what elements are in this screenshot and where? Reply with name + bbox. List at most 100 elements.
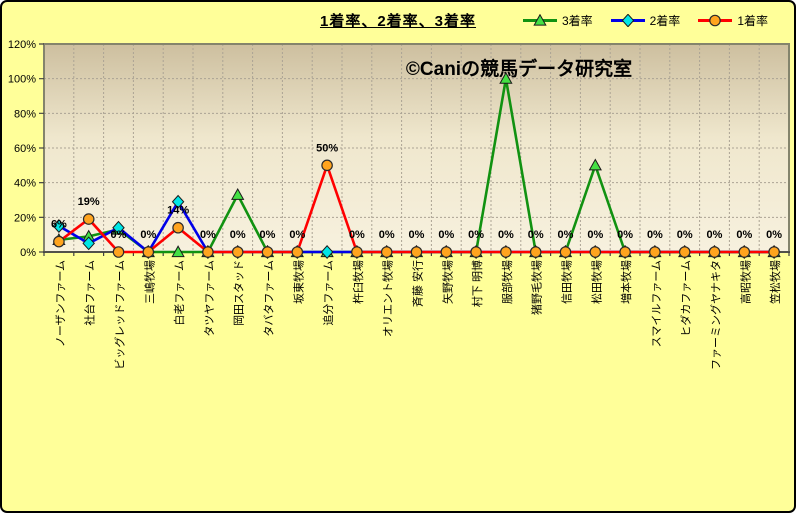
y-axis-tick-label: 80% (14, 108, 36, 120)
chart-title: 1着率、2着率、3着率 (319, 13, 477, 30)
legend-label-rate3: 3着率 (561, 14, 593, 28)
x-category-label: 笠松牧場 (768, 260, 782, 304)
marker-diamond-icon (112, 220, 125, 235)
marker-circle-icon (589, 246, 602, 258)
x-category-label: 松田牧場 (589, 260, 603, 304)
marker-diamond-icon (320, 245, 334, 259)
data-label: 0% (409, 229, 425, 241)
data-label: 0% (647, 229, 663, 241)
x-category-label: ファーミングヤナキタ (709, 260, 723, 370)
marker-circle-icon (619, 246, 631, 258)
data-label: 0% (677, 229, 693, 241)
marker-triangle-icon (588, 158, 602, 171)
data-label: 50% (316, 142, 338, 154)
legend-marker-triangle-icon (533, 13, 547, 26)
x-category-label: 高昭牧場 (738, 260, 752, 304)
legend-label-rate1: 1着率 (737, 14, 768, 28)
marker-circle-icon (559, 246, 572, 258)
x-category-label: タツヤファーム (203, 260, 216, 337)
data-label: 0% (140, 229, 156, 241)
data-label: 0% (260, 229, 276, 241)
x-category-label: 杵臼牧場 (351, 260, 365, 304)
x-category-label: 斉藤 安行 (411, 260, 425, 307)
x-category-label: オリエント牧場 (381, 260, 395, 337)
data-label: 0% (528, 229, 544, 241)
marker-circle-icon (380, 246, 393, 258)
legend-item-rate2: 2着率 (609, 12, 681, 29)
data-label: 0% (766, 229, 782, 241)
marker-circle-icon (410, 246, 423, 258)
x-category-label: 服部牧場 (500, 260, 514, 304)
marker-circle-icon (172, 221, 184, 234)
marker-circle-icon (649, 246, 661, 258)
data-label: 0% (707, 229, 723, 241)
x-category-label: 白老ファーム (172, 260, 186, 326)
x-category-label: 岡田スタッド (233, 260, 246, 326)
y-axis-tick-label: 0% (20, 247, 36, 259)
data-label: 0% (379, 229, 395, 241)
marker-circle-icon (291, 246, 304, 258)
marker-circle-icon (202, 246, 214, 258)
y-axis-tick-label: 100% (8, 74, 36, 86)
x-category-label: 増本牧場 (619, 260, 633, 304)
marker-circle-icon (440, 246, 453, 258)
marker-circle-icon (738, 246, 751, 258)
y-axis-tick-label: 60% (14, 143, 36, 155)
marker-circle-icon (678, 246, 691, 258)
x-category-label: ヒダカファーム (679, 260, 693, 337)
marker-diamond-icon (171, 194, 185, 209)
y-axis-tick-label: 120% (8, 39, 36, 51)
marker-circle-icon (768, 246, 780, 258)
marker-circle-icon (351, 246, 363, 258)
x-category-label: タバタファーム (263, 260, 276, 337)
data-label: 0% (349, 229, 365, 241)
marker-triangle-icon (231, 187, 245, 200)
x-category-label: 追分ファーム (321, 260, 335, 326)
x-category-label: 信田牧場 (560, 260, 574, 304)
x-category-label: 三嶋牧場 (142, 260, 156, 304)
marker-triangle-icon (499, 71, 513, 84)
legend-marker-circle-icon (709, 14, 722, 27)
marker-triangle-icon (171, 245, 185, 258)
legend-swatch-rate3-triangle-icon (521, 13, 559, 27)
y-axis-tick-label: 20% (14, 212, 36, 224)
legend-item-rate3: 3着率 (521, 12, 593, 29)
marker-diamond-icon (82, 236, 95, 251)
x-category-label: 矢野牧場 (440, 260, 454, 304)
legend-item-rate1: 1着率 (696, 12, 768, 29)
marker-circle-icon (112, 246, 125, 258)
marker-circle-icon (470, 246, 482, 258)
x-category-label: ノーザンファーム (54, 260, 67, 347)
marker-circle-icon (82, 213, 95, 225)
watermark: ©Caniの競馬データ研究室 (406, 57, 632, 80)
legend-swatch-rate2-diamond-icon (609, 13, 647, 28)
legend-label-rate2: 2着率 (649, 14, 681, 28)
x-category-label: 坂東牧場 (291, 260, 305, 304)
marker-circle-icon (529, 246, 542, 258)
x-category-label: 社台ファーム (83, 260, 97, 326)
marker-circle-icon (53, 235, 65, 248)
marker-circle-icon (142, 246, 155, 258)
marker-circle-icon (231, 246, 244, 258)
marker-diamond-icon (52, 219, 66, 233)
marker-circle-icon (261, 246, 274, 258)
marker-circle-icon (500, 246, 512, 258)
legend-marker-diamond-icon (621, 13, 634, 28)
data-label: 0% (587, 229, 603, 241)
data-label: 0% (111, 229, 127, 241)
legend-swatch-rate1-circle-icon (696, 14, 734, 27)
x-category-label: 村下 明博 (470, 260, 484, 307)
data-label: 0% (289, 229, 305, 241)
marker-circle-icon (321, 159, 333, 172)
x-category-label: 猪野毛牧場 (530, 260, 544, 315)
data-label: 0% (468, 229, 484, 241)
data-label: 0% (558, 229, 574, 241)
data-label: 0% (438, 229, 454, 241)
x-category-label: ビッグレッドファーム (113, 260, 127, 370)
data-label: 0% (617, 229, 633, 241)
legend: 3着率 2着率 1着率 (521, 12, 768, 29)
x-category-label: スマイルファーム (650, 260, 663, 347)
data-label: 14% (167, 205, 189, 217)
data-label: 19% (78, 196, 100, 208)
